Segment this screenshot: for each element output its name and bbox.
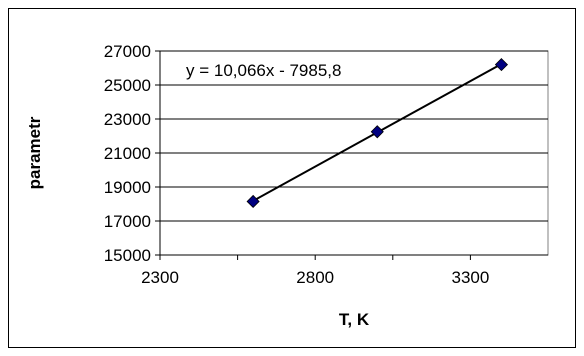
y-tick-label: 21000 [104,144,151,163]
x-tick-label: 3300 [451,268,489,287]
y-tick-label: 19000 [104,178,151,197]
x-tick-label: 2300 [141,268,179,287]
x-axis-title: T, K [339,310,370,329]
y-tick-label: 17000 [104,212,151,231]
y-tick-label: 25000 [104,76,151,95]
data-point [246,194,260,209]
trendline-equation: y = 10,066x - 7985,8 [186,61,341,80]
plot-area: 15000 17000 19000 21000 23000 25000 27000 2300 2… [104,42,549,287]
y-tick-label: 27000 [104,42,151,61]
data-point [494,58,509,72]
x-tick-label: 2800 [296,268,334,287]
y-axis-title: parametr [25,116,44,189]
data-point [370,125,384,139]
y-tick-label: 23000 [104,110,151,129]
y-tick-label: 15000 [104,246,151,265]
